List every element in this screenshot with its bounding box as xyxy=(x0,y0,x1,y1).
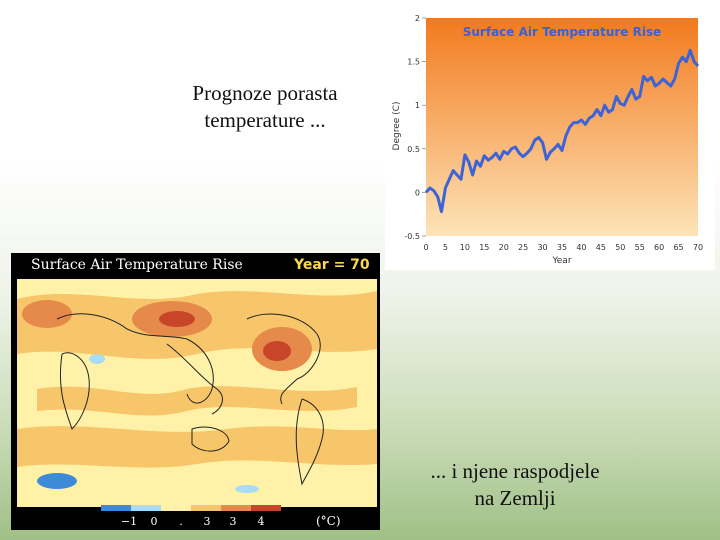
hottest-spot-north-america xyxy=(263,341,291,361)
x-tick-label: 65 xyxy=(673,243,683,252)
color-scale-swatch xyxy=(131,505,161,511)
y-tick-label: 0.5 xyxy=(407,145,420,154)
cold-spots xyxy=(37,354,259,493)
series-group xyxy=(424,48,700,214)
color-scale-tick: 3 xyxy=(204,515,211,528)
slide-caption-line-1: ... i njene raspodjele xyxy=(430,459,600,483)
temperature-map-panel: Surface Air Temperature Rise Year = 70 xyxy=(11,253,380,530)
slide-caption-line-2: na Zemlji xyxy=(474,486,556,511)
color-scale-tick: 3 xyxy=(230,515,237,528)
x-tick-label: 25 xyxy=(518,243,528,252)
cold-spot-south-pacific xyxy=(235,485,259,493)
color-scale-unit: (°C) xyxy=(316,514,341,528)
slide-title-line-2: temperature ... xyxy=(204,108,326,133)
color-scale-tick: 0 xyxy=(151,515,158,528)
y-tick-label: 2 xyxy=(415,14,420,23)
line-chart-svg: Surface Air Temperature Rise -0.500.511.… xyxy=(385,8,715,270)
outline-australia xyxy=(191,426,230,452)
color-scale-tick: 4 xyxy=(258,515,265,528)
y-tick-label: 1 xyxy=(415,101,420,110)
temperature-line-chart: Surface Air Temperature Rise -0.5 0 0.5 1 1.… xyxy=(385,8,715,270)
x-tick-label: 70 xyxy=(693,243,703,252)
hottest-spot-siberia xyxy=(159,311,195,327)
color-scale-bar xyxy=(101,505,281,511)
warm-band-tropics xyxy=(37,386,357,416)
slide-caption: ... i njene raspodjele na Zemlji xyxy=(390,458,640,513)
color-scale-tick: −1 xyxy=(121,515,137,528)
x-tick-label: 40 xyxy=(576,243,586,252)
hot-spots xyxy=(22,300,312,371)
color-scale-ticks: −1 0. 3 3 4 xyxy=(121,515,265,528)
x-tick-label: 10 xyxy=(460,243,470,252)
x-tick-label: 5 xyxy=(443,243,448,252)
plot-area xyxy=(426,18,698,236)
x-tick-label: 15 xyxy=(479,243,489,252)
chart-title: Surface Air Temperature Rise xyxy=(463,25,661,39)
color-scale-swatch xyxy=(191,505,221,511)
color-scale-swatch xyxy=(161,505,191,511)
x-axis-ticks: 0 5 10 15 20 25 30 35 40 45 50 55 60 65 70 xyxy=(423,243,703,252)
color-scale-swatch xyxy=(101,505,131,511)
cold-spot-southern-ocean xyxy=(37,473,77,489)
heatmap-color-scale: −1 0. 3 3 4 (°C) xyxy=(101,505,341,528)
x-tick-label: 30 xyxy=(537,243,547,252)
color-scale-swatch xyxy=(251,505,281,511)
outline-europe-asia xyxy=(56,313,214,404)
y-axis-ticks: -0.5 0 0.5 1 1.5 2 xyxy=(404,14,426,241)
x-axis-label: Year xyxy=(551,256,571,266)
x-tick-label: 45 xyxy=(596,243,606,252)
outline-north-america xyxy=(246,313,321,405)
temperature-heatmap xyxy=(17,279,377,507)
continent-outlines xyxy=(56,313,324,486)
color-scale-swatch xyxy=(221,505,251,511)
x-tick-label: 55 xyxy=(635,243,645,252)
hot-spot-arctic xyxy=(22,300,72,328)
x-tick-label: 60 xyxy=(654,243,664,252)
x-tick-label: 0 xyxy=(423,243,428,252)
slide-title-line-1: Prognoze porasta xyxy=(192,81,338,105)
outline-south-america xyxy=(295,398,324,486)
map-year-label: Year = 70 xyxy=(294,257,370,273)
x-tick-label: 50 xyxy=(615,243,625,252)
y-axis-label: Degree (C) xyxy=(392,102,402,151)
slide-title: Prognoze porasta temperature ... xyxy=(160,80,370,135)
y-tick-label: -0.5 xyxy=(404,232,420,241)
color-scale-tick: . xyxy=(179,515,183,528)
x-tick-label: 20 xyxy=(499,243,509,252)
y-tick-label: 1.5 xyxy=(407,58,420,67)
outline-asia-coast xyxy=(166,343,223,415)
y-tick-label: 0 xyxy=(415,188,420,197)
outline-africa xyxy=(59,352,90,430)
map-title: Surface Air Temperature Rise xyxy=(31,257,243,273)
series-line xyxy=(424,48,700,214)
warm-band-south xyxy=(17,426,377,468)
cold-spot-atlantic xyxy=(89,354,105,364)
x-tick-label: 35 xyxy=(557,243,567,252)
